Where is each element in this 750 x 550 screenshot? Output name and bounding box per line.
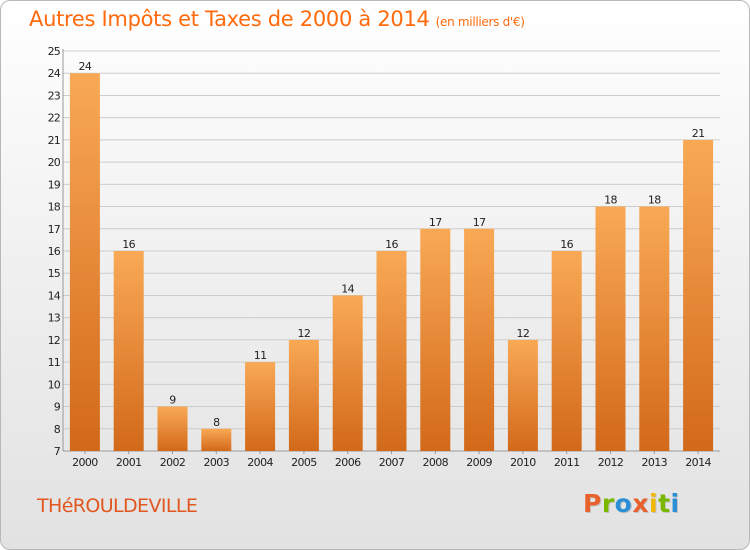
bar-value-label: 16 (560, 238, 573, 251)
y-tick-label: 16 (48, 245, 61, 258)
y-tick-label: 22 (48, 112, 60, 125)
y-tick-label: 20 (48, 156, 61, 169)
bar-value-label: 16 (122, 238, 135, 251)
y-tick-label: 9 (54, 401, 61, 414)
x-tick-label: 2004 (247, 456, 273, 469)
logo-letter: i (649, 489, 659, 518)
y-tick-label: 24 (48, 67, 61, 80)
bar (464, 228, 495, 451)
y-tick-label: 10 (48, 378, 61, 391)
bar (595, 206, 626, 451)
logo-letter: i (670, 489, 680, 518)
y-tick-label: 19 (48, 178, 61, 191)
x-tick-label: 2000 (72, 456, 98, 469)
y-tick-label: 12 (48, 334, 60, 347)
bar-value-label: 12 (516, 327, 529, 340)
bar-value-label: 14 (341, 282, 354, 295)
x-tick-label: 2003 (203, 456, 229, 469)
y-tick-label: 15 (48, 267, 61, 280)
chart-title-text: Autres Impôts et Taxes de 2000 à 2014 (29, 7, 430, 31)
chart-unit: (en milliers d'€) (435, 15, 525, 29)
bar (420, 228, 451, 451)
logo-letter: x (632, 489, 649, 518)
x-tick-label: 2002 (160, 456, 186, 469)
bar (69, 73, 100, 451)
bar-value-label: 18 (648, 194, 661, 207)
x-tick-label: 2001 (116, 456, 142, 469)
bar (157, 406, 188, 451)
bar-value-label: 8 (213, 416, 220, 429)
y-tick-label: 14 (48, 289, 61, 302)
x-tick-label: 2007 (379, 456, 405, 469)
x-tick-label: 2009 (466, 456, 492, 469)
y-tick-label: 17 (48, 223, 61, 236)
bar (639, 206, 670, 451)
bar (683, 139, 714, 451)
bar-value-label: 16 (385, 238, 398, 251)
bar-value-label: 18 (604, 194, 617, 207)
x-tick-label: 2005 (291, 456, 317, 469)
logo-letter: P (583, 489, 602, 518)
y-tick-label: 7 (54, 445, 61, 458)
bar (201, 428, 232, 451)
y-tick-label: 18 (48, 201, 61, 214)
y-tick-label: 21 (48, 134, 60, 147)
bar (551, 251, 582, 451)
bar-value-label: 11 (254, 349, 267, 362)
y-tick-label: 25 (48, 45, 61, 58)
bar-value-label: 17 (473, 216, 486, 229)
bar-value-label: 17 (429, 216, 442, 229)
bar (332, 295, 363, 451)
bar-value-label: 24 (78, 60, 91, 73)
bar-value-label: 12 (297, 327, 310, 340)
y-tick-label: 13 (48, 312, 61, 325)
bar (376, 251, 407, 451)
bar (113, 251, 144, 451)
y-tick-label: 11 (48, 356, 60, 369)
logo-letter: t (658, 489, 671, 518)
bar (245, 362, 276, 451)
y-tick-label: 23 (48, 89, 61, 102)
x-tick-label: 2013 (641, 456, 667, 469)
commune-name: THéROULDEVILLE (37, 495, 198, 517)
x-tick-label: 2006 (335, 456, 361, 469)
chart-title: Autres Impôts et Taxes de 2000 à 2014 (en… (29, 7, 525, 31)
bar-value-label: 9 (169, 394, 176, 407)
x-tick-label: 2010 (510, 456, 536, 469)
x-tick-label: 2012 (598, 456, 624, 469)
x-tick-label: 2011 (554, 456, 580, 469)
logo-letter: o (614, 489, 633, 518)
bar (507, 339, 538, 451)
x-tick-label: 2014 (685, 456, 711, 469)
x-tick-label: 2008 (422, 456, 448, 469)
logo-letter: r (601, 489, 615, 518)
bar (288, 339, 319, 451)
y-tick-label: 8 (54, 423, 61, 436)
proxiti-logo: Proxiti (583, 489, 680, 518)
bar-value-label: 21 (692, 127, 705, 140)
